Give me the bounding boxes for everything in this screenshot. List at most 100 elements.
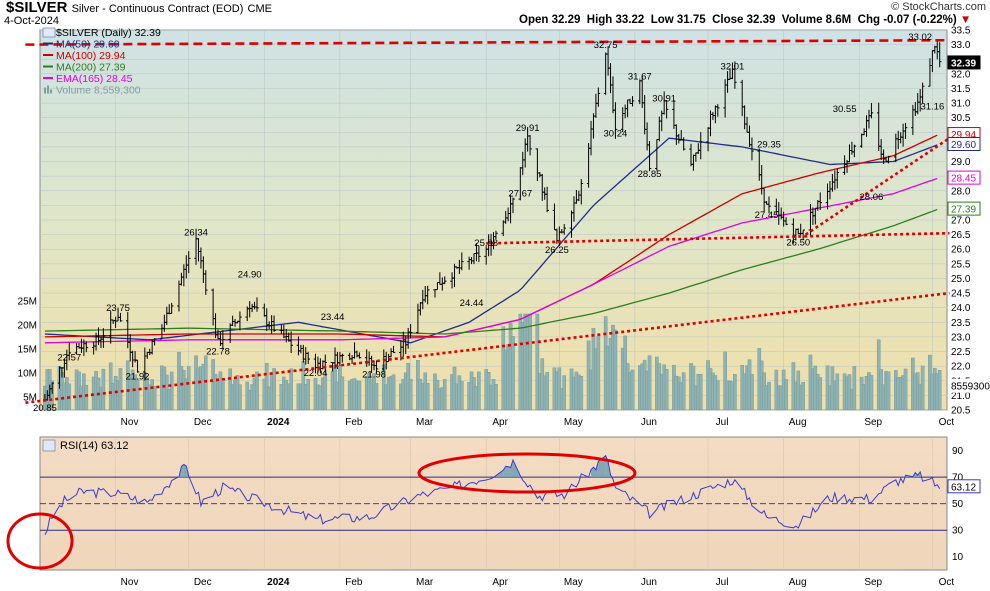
price-annotation: 26.34 — [184, 227, 208, 238]
svg-text:29.60: 29.60 — [951, 140, 976, 151]
price-bar — [647, 141, 652, 172]
price-annotation: 27.45 — [755, 210, 779, 221]
legend-label: EMA(165) 28.45 — [56, 73, 133, 85]
price-annotation: 27.67 — [508, 188, 532, 199]
price-bar — [698, 132, 703, 160]
x-tick-label: 2024 — [267, 417, 290, 428]
price-annotation: 21.92 — [126, 371, 150, 382]
brand-watermark: © StockCharts.com — [891, 1, 986, 13]
y-tick-label: 22.0 — [951, 362, 971, 373]
price-bar — [852, 144, 857, 158]
x-tick-label: Apr — [492, 417, 508, 428]
price-bar — [750, 137, 754, 161]
volume-bar — [494, 384, 498, 410]
price-bar — [357, 352, 362, 359]
rsi-tick-label: 50 — [952, 499, 964, 510]
price-bar — [835, 168, 840, 189]
y-tick-label: 32.0 — [951, 69, 971, 80]
rsi-overbought-fill — [595, 461, 599, 478]
volume-bar — [937, 370, 942, 410]
price-annotation: 23.44 — [321, 312, 345, 323]
volume-bar — [903, 368, 908, 410]
volume-bar — [511, 336, 515, 410]
volume-bar — [767, 381, 771, 410]
volume-tick-label: 20M — [18, 321, 37, 332]
volume-bar — [528, 313, 532, 410]
volume-bar — [596, 336, 601, 410]
volume-bar — [869, 375, 874, 410]
y-tick-label: 33.0 — [951, 40, 971, 51]
price-bar — [289, 331, 293, 353]
y-tick-label: 21.0 — [951, 391, 971, 402]
price-bar — [562, 224, 567, 235]
price-bar — [118, 312, 123, 322]
volume-bar — [340, 376, 345, 410]
legend-item: MA(200) 27.39 — [43, 62, 126, 74]
price-annotation: 30.24 — [604, 128, 628, 139]
price-bar — [374, 360, 379, 374]
price-bar — [408, 324, 413, 339]
bar-icon — [42, 27, 56, 38]
volume-bar — [545, 372, 549, 410]
svg-text:63.12: 63.12 — [951, 482, 976, 493]
price-annotation: 21.98 — [362, 370, 386, 381]
price-bar — [579, 179, 584, 205]
price-annotation: 23.75 — [106, 303, 130, 314]
price-bar — [869, 102, 874, 119]
volume-bar — [425, 383, 430, 410]
y-tick-label: 23.0 — [951, 332, 971, 343]
price-bar — [596, 87, 601, 107]
x-tick-label: Jun — [641, 417, 657, 428]
volume-bar — [203, 355, 208, 410]
volume-bar — [681, 372, 686, 410]
price-annotation: 26.25 — [545, 245, 569, 256]
volume-bar — [135, 378, 140, 410]
right-axis-label: 27.39 — [947, 201, 981, 216]
volume-bar — [118, 368, 123, 410]
price-bar — [545, 186, 549, 213]
price-annotation: 22.57 — [57, 352, 81, 363]
x-tick-label: Aug — [789, 417, 807, 428]
price-bar — [886, 155, 891, 164]
rsi-current-label: 63.12 — [947, 479, 981, 494]
price-bar — [681, 137, 686, 151]
volume-bar — [460, 380, 464, 410]
price-bar — [135, 359, 140, 373]
price-bar — [186, 251, 191, 274]
price-annotation: 28.85 — [638, 169, 662, 180]
x-tick-label: Oct — [939, 417, 955, 428]
x-tick-label: Feb — [345, 577, 363, 588]
svg-text:32.39: 32.39 — [951, 58, 976, 69]
price-bar — [323, 354, 328, 373]
y-tick-label: 28.0 — [951, 186, 971, 197]
legend-item: MA(100) 29.94 — [43, 50, 126, 62]
legend-label: $SILVER (Daily) 32.39 — [56, 27, 161, 39]
price-bar — [169, 302, 174, 314]
rsi-overbought-fill — [591, 467, 594, 478]
rsi-overbought-fill — [181, 464, 184, 478]
volume-bar — [716, 380, 720, 410]
price-bar — [391, 345, 396, 354]
ma-line — [44, 137, 938, 344]
y-tick-label: 24.5 — [951, 289, 971, 300]
x-tick-label: Jun — [641, 577, 657, 588]
price-annotation: 31.67 — [628, 71, 652, 82]
price-bar — [340, 353, 345, 363]
volume-bar — [750, 374, 754, 410]
annotation-circle — [417, 452, 637, 494]
y-tick-label: 25.5 — [951, 259, 971, 270]
x-tick-label: May — [564, 417, 583, 428]
x-tick-label: Jul — [716, 577, 729, 588]
price-bar — [477, 245, 481, 263]
x-tick-label: Dec — [194, 577, 212, 588]
rsi-icon — [42, 439, 56, 452]
legend-label: MA(50) 29.60 — [56, 39, 120, 51]
y-tick-label: 31.5 — [951, 84, 971, 95]
y-tick-label: 30.5 — [951, 113, 971, 124]
rsi-title: RSI(14) 63.12 — [60, 440, 128, 452]
rsi-tick-label: 30 — [952, 526, 964, 537]
volume-tick-label: 5M — [23, 393, 37, 404]
volume-bar — [264, 363, 269, 410]
price-annotation: 32.01 — [721, 62, 745, 73]
price-bar — [203, 270, 208, 295]
